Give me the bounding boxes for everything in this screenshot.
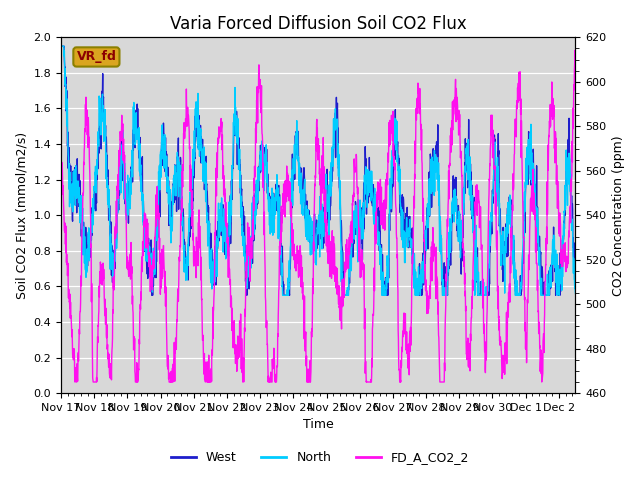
- West: [83, 240, 91, 246]
- West: [463, 164, 470, 170]
- North: [279, 292, 287, 298]
- North: [83, 267, 91, 273]
- FD_A_CO2_2: [557, 222, 564, 228]
- Line: West: West: [61, 46, 575, 295]
- Line: FD_A_CO2_2: FD_A_CO2_2: [61, 50, 575, 382]
- Legend: West, North, FD_A_CO2_2: West, North, FD_A_CO2_2: [166, 446, 474, 469]
- West: [148, 292, 156, 298]
- FD_A_CO2_2: [463, 351, 470, 357]
- Y-axis label: CO2 Concentration (ppm): CO2 Concentration (ppm): [612, 135, 625, 296]
- Text: VR_fd: VR_fd: [76, 50, 116, 63]
- North: [557, 277, 564, 283]
- West: [572, 282, 579, 288]
- North: [294, 146, 301, 152]
- X-axis label: Time: Time: [303, 419, 333, 432]
- West: [308, 247, 316, 252]
- FD_A_CO2_2: [308, 329, 316, 335]
- West: [557, 288, 564, 293]
- FD_A_CO2_2: [294, 248, 301, 254]
- North: [57, 43, 65, 49]
- North: [463, 151, 470, 157]
- Title: Varia Forced Diffusion Soil CO2 Flux: Varia Forced Diffusion Soil CO2 Flux: [170, 15, 467, 33]
- Line: North: North: [61, 46, 575, 295]
- North: [308, 225, 316, 230]
- North: [572, 291, 579, 297]
- Y-axis label: Soil CO2 Flux (mmol/m2/s): Soil CO2 Flux (mmol/m2/s): [15, 132, 28, 299]
- FD_A_CO2_2: [571, 48, 579, 53]
- FD_A_CO2_2: [57, 146, 65, 152]
- FD_A_CO2_2: [572, 60, 579, 66]
- West: [294, 141, 301, 146]
- West: [57, 43, 65, 49]
- North: [557, 269, 564, 275]
- FD_A_CO2_2: [71, 379, 79, 385]
- FD_A_CO2_2: [557, 251, 564, 257]
- West: [557, 288, 564, 294]
- FD_A_CO2_2: [84, 121, 92, 127]
